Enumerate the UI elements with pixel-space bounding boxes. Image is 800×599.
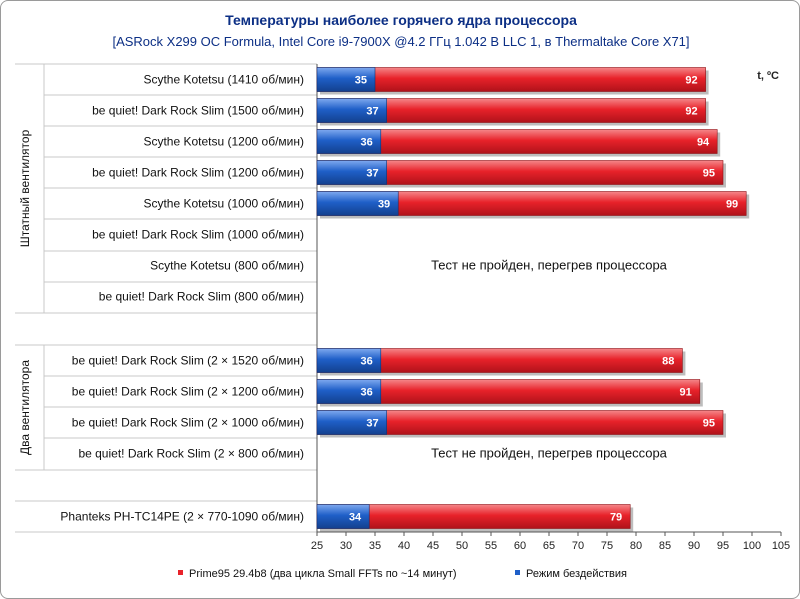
chart-subtitle: [ASRock X299 OC Formula, Intel Core i9-7…	[112, 34, 690, 49]
data-label-idle: 39	[378, 199, 390, 211]
category-label: be quiet! Dark Rock Slim (2 × 800 об/мин…	[78, 447, 304, 461]
x-tick-label: 40	[398, 540, 410, 552]
x-tick-label: 70	[572, 540, 584, 552]
category-label: be quiet! Dark Rock Slim (1500 об/мин)	[92, 104, 304, 118]
bar-idle	[316, 160, 387, 185]
category-label: be quiet! Dark Rock Slim (1200 об/мин)	[92, 166, 304, 180]
legend-swatch-prime95	[178, 570, 183, 575]
bar-idle	[316, 410, 387, 435]
data-label-prime95: 95	[703, 418, 715, 430]
category-label: be quiet! Dark Rock Slim (1000 об/мин)	[92, 228, 304, 242]
data-label-idle: 34	[349, 512, 362, 524]
category-label: Phanteks PH-TC14PE (2 × 770-1090 об/мин)	[60, 510, 304, 524]
category-label: Scythe Kotetsu (800 об/мин)	[150, 259, 304, 273]
data-label-idle: 35	[355, 75, 367, 87]
x-tick-label: 95	[717, 540, 729, 552]
x-tick-label: 100	[743, 540, 761, 552]
category-label: be quiet! Dark Rock Slim (2 × 1000 об/ми…	[72, 416, 304, 430]
data-label-prime95: 95	[703, 168, 715, 180]
legend-label-idle: Режим бездействия	[526, 568, 627, 580]
bar-idle	[316, 379, 382, 404]
x-tick-label: 30	[340, 540, 352, 552]
data-label-idle: 37	[366, 168, 378, 180]
data-label-prime95: 94	[697, 137, 710, 149]
test-failed-note: Тест не пройден, перегрев процессора	[431, 446, 668, 461]
x-tick-label: 60	[514, 540, 526, 552]
x-tick-label: 65	[543, 540, 555, 552]
data-label-prime95: 92	[685, 75, 697, 87]
bar-idle	[316, 348, 382, 373]
data-label-prime95: 79	[610, 512, 622, 524]
data-label-idle: 36	[361, 137, 373, 149]
data-label-prime95: 99	[726, 199, 738, 211]
group-label: Штатный вентилятор	[18, 129, 32, 247]
bar-idle	[316, 98, 387, 123]
data-label-prime95: 88	[662, 356, 674, 368]
category-label: Scythe Kotetsu (1200 об/мин)	[143, 135, 304, 149]
category-label: be quiet! Dark Rock Slim (2 × 1520 об/ми…	[72, 354, 304, 368]
x-tick-label: 35	[369, 540, 381, 552]
x-tick-label: 85	[659, 540, 671, 552]
bar-prime95	[316, 67, 706, 92]
test-failed-note: Тест не пройден, перегрев процессора	[431, 258, 668, 273]
bar-prime95	[316, 129, 718, 154]
category-label: Scythe Kotetsu (1000 об/мин)	[143, 197, 304, 211]
x-tick-label: 50	[456, 540, 468, 552]
x-tick-label: 75	[601, 540, 613, 552]
legend-label-prime95: Prime95 29.4b8 (два цикла Small FFTs по …	[189, 568, 457, 580]
data-label-idle: 37	[366, 418, 378, 430]
category-label: be quiet! Dark Rock Slim (2 × 1200 об/ми…	[72, 385, 304, 399]
bar-idle	[316, 129, 382, 154]
category-label: Scythe Kotetsu (1410 об/мин)	[143, 73, 304, 87]
bar-idle	[316, 67, 376, 92]
data-label-prime95: 91	[680, 387, 692, 399]
group-label: Два вентилятора	[18, 360, 32, 455]
bar-idle	[316, 504, 370, 529]
axis-unit-label: t, ºC	[757, 70, 779, 82]
x-tick-label: 55	[485, 540, 497, 552]
data-label-idle: 36	[361, 356, 373, 368]
bar-idle	[316, 191, 399, 216]
data-label-idle: 37	[366, 106, 378, 118]
data-label-idle: 36	[361, 387, 373, 399]
x-tick-label: 80	[630, 540, 642, 552]
data-label-prime95: 92	[685, 106, 697, 118]
x-tick-label: 45	[427, 540, 439, 552]
chart-title: Температуры наиболее горячего ядра проце…	[225, 12, 577, 28]
category-label: be quiet! Dark Rock Slim (800 об/мин)	[99, 290, 304, 304]
x-tick-label: 25	[311, 540, 323, 552]
legend-swatch-idle	[515, 570, 520, 575]
x-tick-label: 105	[772, 540, 790, 552]
x-tick-label: 90	[688, 540, 700, 552]
